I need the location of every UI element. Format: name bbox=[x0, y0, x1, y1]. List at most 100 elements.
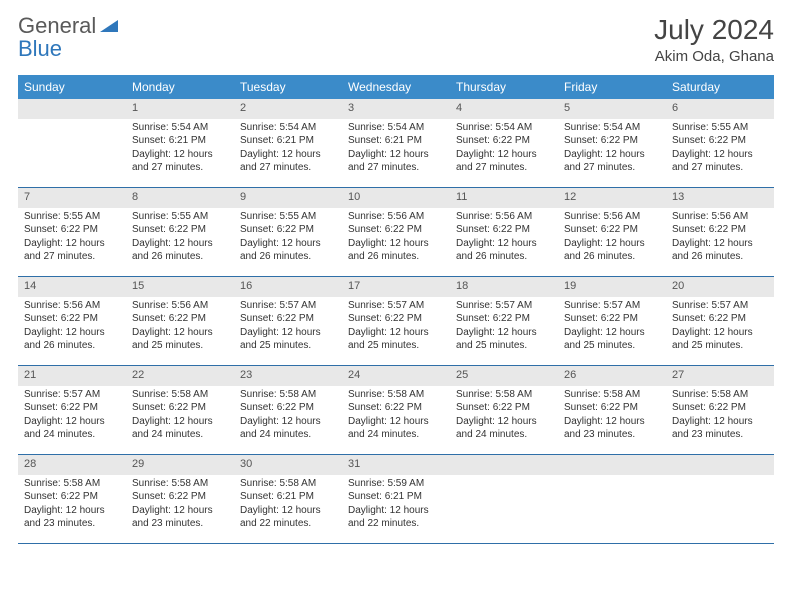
calendar-day-cell: 19Sunrise: 5:57 AMSunset: 6:22 PMDayligh… bbox=[558, 277, 666, 365]
weekday-header: Sunday bbox=[18, 75, 126, 99]
weekday-header: Friday bbox=[558, 75, 666, 99]
sunset-text: Sunset: 6:22 PM bbox=[24, 402, 120, 415]
weekday-header: Saturday bbox=[666, 75, 774, 99]
calendar-day-cell: 30Sunrise: 5:58 AMSunset: 6:21 PMDayligh… bbox=[234, 455, 342, 543]
day-details bbox=[450, 475, 558, 535]
daylight-text: Daylight: 12 hours bbox=[132, 238, 228, 251]
daylight-text: Daylight: 12 hours bbox=[564, 416, 660, 429]
sunset-text: Sunset: 6:22 PM bbox=[348, 224, 444, 237]
calendar-day-cell: 15Sunrise: 5:56 AMSunset: 6:22 PMDayligh… bbox=[126, 277, 234, 365]
sunset-text: Sunset: 6:22 PM bbox=[672, 224, 768, 237]
sunset-text: Sunset: 6:22 PM bbox=[132, 313, 228, 326]
daylight-text: and 22 minutes. bbox=[240, 518, 336, 531]
day-number: 22 bbox=[126, 366, 234, 386]
day-number: 19 bbox=[558, 277, 666, 297]
sunrise-text: Sunrise: 5:58 AM bbox=[240, 389, 336, 402]
day-details: Sunrise: 5:55 AMSunset: 6:22 PMDaylight:… bbox=[234, 208, 342, 271]
calendar-day-cell: 13Sunrise: 5:56 AMSunset: 6:22 PMDayligh… bbox=[666, 188, 774, 276]
daylight-text: and 27 minutes. bbox=[456, 162, 552, 175]
calendar-day-cell: 14Sunrise: 5:56 AMSunset: 6:22 PMDayligh… bbox=[18, 277, 126, 365]
calendar-day-cell: 25Sunrise: 5:58 AMSunset: 6:22 PMDayligh… bbox=[450, 366, 558, 454]
calendar-day-cell: 4Sunrise: 5:54 AMSunset: 6:22 PMDaylight… bbox=[450, 99, 558, 187]
calendar-day-cell: 8Sunrise: 5:55 AMSunset: 6:22 PMDaylight… bbox=[126, 188, 234, 276]
day-number: 18 bbox=[450, 277, 558, 297]
day-details: Sunrise: 5:57 AMSunset: 6:22 PMDaylight:… bbox=[342, 297, 450, 360]
day-number: 12 bbox=[558, 188, 666, 208]
sunset-text: Sunset: 6:22 PM bbox=[240, 402, 336, 415]
sunset-text: Sunset: 6:22 PM bbox=[348, 313, 444, 326]
calendar-day-cell: 10Sunrise: 5:56 AMSunset: 6:22 PMDayligh… bbox=[342, 188, 450, 276]
day-number: 27 bbox=[666, 366, 774, 386]
sunrise-text: Sunrise: 5:54 AM bbox=[456, 122, 552, 135]
day-details: Sunrise: 5:55 AMSunset: 6:22 PMDaylight:… bbox=[18, 208, 126, 271]
daylight-text: Daylight: 12 hours bbox=[672, 238, 768, 251]
calendar-page: GeneralBlue July 2024 Akim Oda, Ghana Su… bbox=[0, 0, 792, 558]
daylight-text: Daylight: 12 hours bbox=[240, 327, 336, 340]
calendar-empty-cell bbox=[666, 455, 774, 543]
calendar-day-cell: 1Sunrise: 5:54 AMSunset: 6:21 PMDaylight… bbox=[126, 99, 234, 187]
sunrise-text: Sunrise: 5:58 AM bbox=[348, 389, 444, 402]
sunset-text: Sunset: 6:21 PM bbox=[348, 491, 444, 504]
calendar-day-cell: 27Sunrise: 5:58 AMSunset: 6:22 PMDayligh… bbox=[666, 366, 774, 454]
daylight-text: Daylight: 12 hours bbox=[24, 416, 120, 429]
sunset-text: Sunset: 6:22 PM bbox=[672, 135, 768, 148]
calendar-week-row: 14Sunrise: 5:56 AMSunset: 6:22 PMDayligh… bbox=[18, 277, 774, 366]
sunrise-text: Sunrise: 5:58 AM bbox=[132, 478, 228, 491]
day-number: 29 bbox=[126, 455, 234, 475]
sunset-text: Sunset: 6:22 PM bbox=[24, 491, 120, 504]
sunset-text: Sunset: 6:21 PM bbox=[240, 135, 336, 148]
day-details: Sunrise: 5:58 AMSunset: 6:22 PMDaylight:… bbox=[450, 386, 558, 449]
day-number: 24 bbox=[342, 366, 450, 386]
sunset-text: Sunset: 6:22 PM bbox=[240, 224, 336, 237]
calendar-day-cell: 21Sunrise: 5:57 AMSunset: 6:22 PMDayligh… bbox=[18, 366, 126, 454]
day-number: 5 bbox=[558, 99, 666, 119]
day-details: Sunrise: 5:54 AMSunset: 6:22 PMDaylight:… bbox=[450, 119, 558, 182]
day-details: Sunrise: 5:54 AMSunset: 6:21 PMDaylight:… bbox=[126, 119, 234, 182]
day-number: 2 bbox=[234, 99, 342, 119]
day-details: Sunrise: 5:57 AMSunset: 6:22 PMDaylight:… bbox=[450, 297, 558, 360]
calendar-day-cell: 3Sunrise: 5:54 AMSunset: 6:21 PMDaylight… bbox=[342, 99, 450, 187]
day-details: Sunrise: 5:58 AMSunset: 6:22 PMDaylight:… bbox=[126, 475, 234, 538]
day-details: Sunrise: 5:57 AMSunset: 6:22 PMDaylight:… bbox=[234, 297, 342, 360]
daylight-text: Daylight: 12 hours bbox=[132, 505, 228, 518]
daylight-text: and 27 minutes. bbox=[564, 162, 660, 175]
sunrise-text: Sunrise: 5:56 AM bbox=[24, 300, 120, 313]
calendar-day-cell: 18Sunrise: 5:57 AMSunset: 6:22 PMDayligh… bbox=[450, 277, 558, 365]
day-details: Sunrise: 5:56 AMSunset: 6:22 PMDaylight:… bbox=[18, 297, 126, 360]
sunset-text: Sunset: 6:22 PM bbox=[564, 135, 660, 148]
sunset-text: Sunset: 6:22 PM bbox=[672, 313, 768, 326]
day-details bbox=[558, 475, 666, 535]
day-number: 25 bbox=[450, 366, 558, 386]
day-number bbox=[18, 99, 126, 119]
daylight-text: Daylight: 12 hours bbox=[456, 238, 552, 251]
daylight-text: and 25 minutes. bbox=[672, 340, 768, 353]
sunrise-text: Sunrise: 5:57 AM bbox=[240, 300, 336, 313]
daylight-text: Daylight: 12 hours bbox=[24, 238, 120, 251]
day-details: Sunrise: 5:58 AMSunset: 6:22 PMDaylight:… bbox=[558, 386, 666, 449]
day-number: 6 bbox=[666, 99, 774, 119]
day-details: Sunrise: 5:56 AMSunset: 6:22 PMDaylight:… bbox=[126, 297, 234, 360]
day-details: Sunrise: 5:56 AMSunset: 6:22 PMDaylight:… bbox=[450, 208, 558, 271]
sunrise-text: Sunrise: 5:56 AM bbox=[672, 211, 768, 224]
sunset-text: Sunset: 6:21 PM bbox=[240, 491, 336, 504]
day-details: Sunrise: 5:57 AMSunset: 6:22 PMDaylight:… bbox=[666, 297, 774, 360]
daylight-text: Daylight: 12 hours bbox=[348, 327, 444, 340]
day-details: Sunrise: 5:56 AMSunset: 6:22 PMDaylight:… bbox=[558, 208, 666, 271]
day-details: Sunrise: 5:54 AMSunset: 6:21 PMDaylight:… bbox=[234, 119, 342, 182]
weekday-header: Wednesday bbox=[342, 75, 450, 99]
calendar-week-row: 21Sunrise: 5:57 AMSunset: 6:22 PMDayligh… bbox=[18, 366, 774, 455]
daylight-text: and 26 minutes. bbox=[456, 251, 552, 264]
sunrise-text: Sunrise: 5:58 AM bbox=[240, 478, 336, 491]
day-number: 11 bbox=[450, 188, 558, 208]
calendar-day-cell: 11Sunrise: 5:56 AMSunset: 6:22 PMDayligh… bbox=[450, 188, 558, 276]
day-details: Sunrise: 5:56 AMSunset: 6:22 PMDaylight:… bbox=[342, 208, 450, 271]
daylight-text: Daylight: 12 hours bbox=[132, 416, 228, 429]
daylight-text: and 26 minutes. bbox=[24, 340, 120, 353]
sunset-text: Sunset: 6:22 PM bbox=[564, 313, 660, 326]
sunset-text: Sunset: 6:22 PM bbox=[456, 313, 552, 326]
daylight-text: and 26 minutes. bbox=[348, 251, 444, 264]
day-number: 31 bbox=[342, 455, 450, 475]
sunrise-text: Sunrise: 5:55 AM bbox=[132, 211, 228, 224]
brand-logo: GeneralBlue bbox=[18, 14, 119, 60]
sunrise-text: Sunrise: 5:57 AM bbox=[672, 300, 768, 313]
